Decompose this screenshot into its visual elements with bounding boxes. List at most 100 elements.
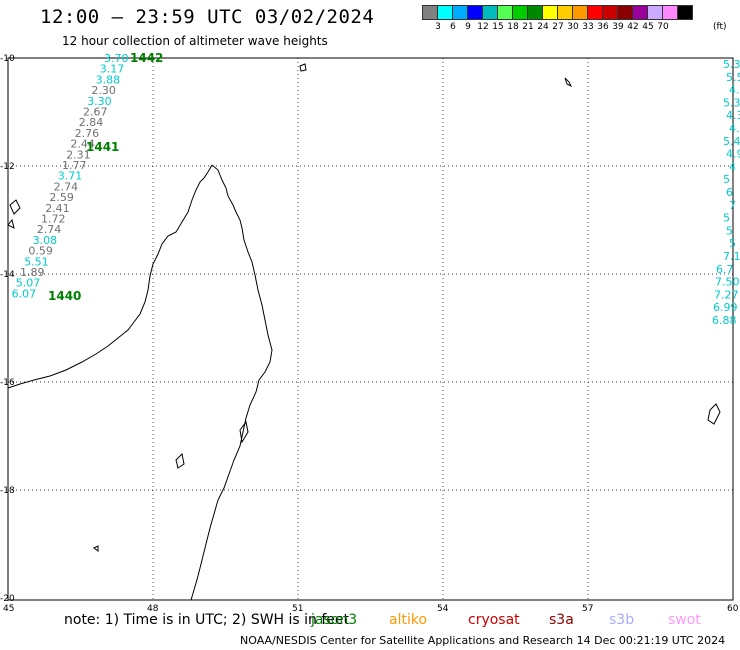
wave-height-label: 4.7 [729, 122, 740, 135]
page-title: 12:00 — 23:59 UTC 03/02/2024 [40, 6, 375, 28]
legend-label: 12 [477, 22, 489, 32]
legend-swatch [512, 5, 528, 20]
satellite-jason3: jason3 [311, 612, 358, 628]
x-tick: 48 [147, 604, 159, 614]
wave-height-label: 3.17 [100, 63, 125, 76]
wave-height-label: 5 [723, 212, 730, 225]
wave-height-label: 5.51 [24, 255, 49, 268]
legend-swatch [602, 5, 618, 20]
wave-height-label: 2.41 [45, 202, 69, 215]
wave-height-label: 7.1 [723, 250, 740, 263]
wave-height-label: 4.9 [726, 148, 740, 161]
legend-swatch [467, 5, 483, 20]
y-tick: -10 [0, 54, 15, 64]
wave-height-label: 2.67 [83, 106, 108, 119]
y-tick: -12 [0, 162, 15, 172]
legend-swatch [662, 5, 678, 20]
madagascar-coastline [7, 164, 273, 601]
legend-label: 24 [537, 22, 549, 32]
page-subtitle: 12 hour collection of altimeter wave hei… [62, 34, 328, 48]
y-tick: -14 [0, 270, 15, 280]
legend-label: 9 [465, 22, 471, 32]
wave-height-label: 3.30 [87, 95, 112, 108]
footer-credit: NOAA/NESDIS Center for Satellite Applica… [240, 634, 726, 647]
wave-height-label: 5 [723, 173, 730, 186]
legend-swatch [482, 5, 498, 20]
y-tick: -18 [0, 486, 15, 496]
color-legend [422, 5, 693, 20]
legend-swatch [647, 5, 663, 20]
legend-swatch [527, 5, 543, 20]
island-st-marie [239, 420, 249, 444]
island-tromelin [564, 77, 573, 88]
wave-height-label: 2.74 [54, 180, 79, 193]
pass-number-1440: 1440 [48, 289, 81, 303]
legend-label: 33 [582, 22, 594, 32]
legend-label: 42 [627, 22, 639, 32]
wave-height-label: 5.4 [723, 135, 740, 148]
island-nosy-be [9, 199, 21, 215]
legend-swatch [422, 5, 438, 20]
island-mayotte [7, 218, 15, 229]
wave-height-label: 3.70 [104, 52, 129, 65]
legend-label: 70 [657, 22, 669, 32]
legend-swatch [587, 5, 603, 20]
wave-height-label: 6.7 [716, 263, 734, 276]
color-legend-labels: 3 6 9 12 15 18 21 24 27 30 33 36 39 42 45 70 [422, 22, 740, 34]
legend-swatch [557, 5, 573, 20]
x-tick: 51 [292, 604, 303, 614]
x-tick: 60 [727, 604, 739, 614]
satellite-s3b: s3b [609, 612, 635, 628]
legend-label: 36 [597, 22, 609, 32]
wave-height-label: 2.31 [66, 148, 91, 161]
wave-height-label: 4.3 [726, 109, 740, 122]
wave-height-label: 5 [726, 224, 733, 237]
island-west-1 [175, 452, 185, 469]
wave-height-label: 7.27 [714, 288, 739, 301]
y-tick: -16 [0, 378, 15, 388]
wave-height-label: 2.59 [49, 191, 74, 204]
x-tick: 54 [437, 604, 449, 614]
right-altimeter-track: 5.395.574.415.304.34.75.44.945675557.16.… [712, 58, 740, 327]
satellite-altiko: altiko [389, 612, 428, 628]
legend-unit-label: (ft) [713, 22, 727, 32]
legend-swatch [617, 5, 633, 20]
legend-swatch [497, 5, 513, 20]
map-frame [7, 57, 734, 601]
wave-height-label: 2.44 [70, 138, 95, 151]
pass-number-1441: 1441 [86, 140, 119, 154]
legend-label: 18 [507, 22, 519, 32]
island-reunion-area [707, 403, 721, 425]
wave-height-label: 4.41 [729, 84, 740, 97]
legend-label: 45 [642, 22, 654, 32]
wave-height-label: 2.76 [75, 127, 100, 140]
pass-number-1442: 1442 [130, 51, 163, 65]
y-tick-labels: -10 -12 -14 -16 -18 -20 [0, 54, 15, 604]
island-glorioso [299, 63, 307, 72]
legend-label: 30 [567, 22, 579, 32]
graticule [8, 58, 733, 600]
wave-height-label: 1.77 [62, 159, 87, 172]
wave-height-label: 6.88 [712, 314, 737, 327]
wave-height-label: 6.07 [12, 287, 36, 300]
wave-height-label: 2.30 [91, 84, 116, 97]
x-tick: 45 [3, 604, 14, 614]
legend-label: 6 [450, 22, 456, 32]
legend-label: 39 [612, 22, 624, 32]
legend-swatch [572, 5, 588, 20]
wave-height-label: 4 [729, 160, 736, 173]
x-tick: 57 [582, 604, 593, 614]
legend-label: 27 [552, 22, 564, 32]
wave-height-label: 1.72 [41, 213, 66, 226]
wave-height-label: 3.71 [58, 170, 83, 183]
satellite-cryosat: cryosat [468, 612, 520, 628]
legend-label: 21 [522, 22, 534, 32]
note-text: note: 1) Time is in UTC; 2) SWH is in fe… [64, 612, 350, 628]
legend-swatch [452, 5, 468, 20]
wave-height-label: 5.39 [723, 58, 740, 71]
legend-label: 15 [492, 22, 504, 32]
legend-swatch [542, 5, 558, 20]
legend-swatch [437, 5, 453, 20]
wave-height-label: 2.84 [79, 116, 104, 129]
wave-height-label: 5.57 [726, 71, 740, 84]
